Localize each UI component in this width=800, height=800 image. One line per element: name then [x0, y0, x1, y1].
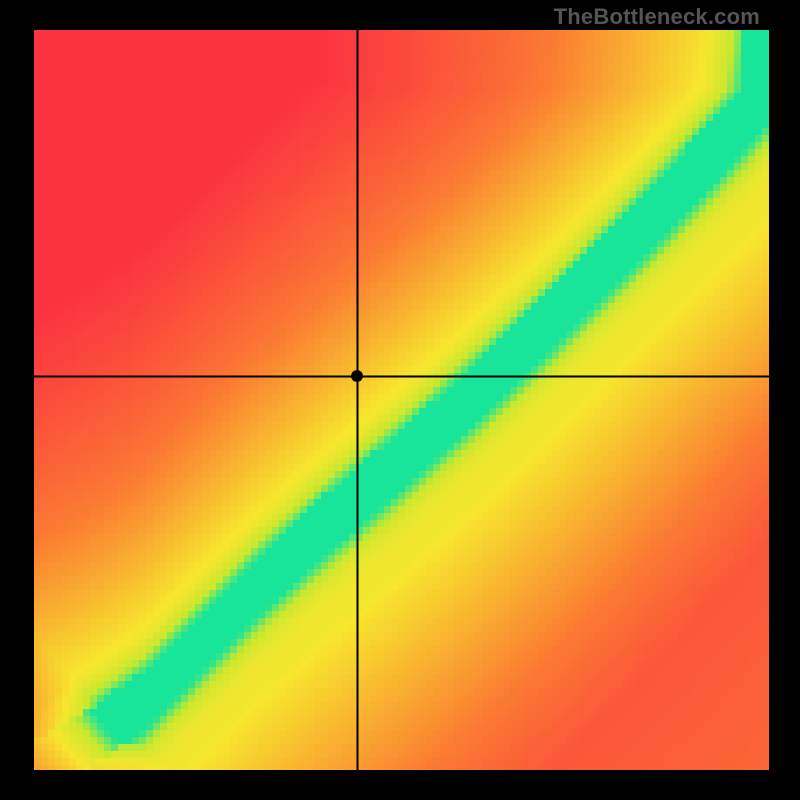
chart-container: TheBottleneck.com	[0, 0, 800, 800]
watermark-text: TheBottleneck.com	[554, 4, 760, 30]
crosshair-overlay	[34, 30, 769, 770]
